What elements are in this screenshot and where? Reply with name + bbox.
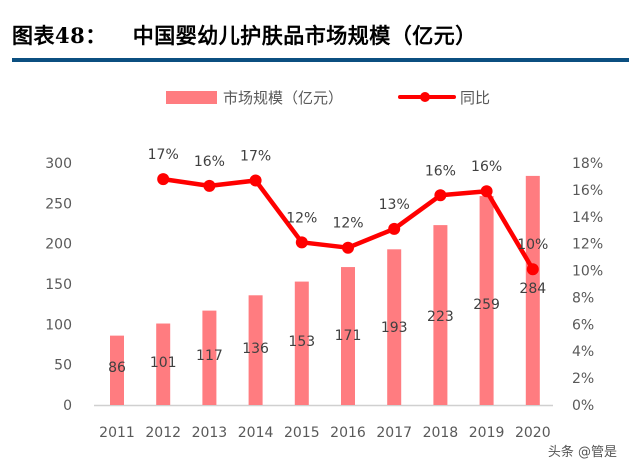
- legend-line-marker: [420, 92, 430, 102]
- line-data-label: 16%: [471, 159, 502, 175]
- bar-data-label: 171: [335, 328, 362, 344]
- line-marker: [434, 189, 447, 202]
- line-data-label: 17%: [240, 148, 271, 164]
- line-marker: [388, 222, 401, 235]
- line-marker: [526, 263, 539, 276]
- x-tick-label: 2020: [515, 425, 551, 441]
- bar-data-label: 153: [288, 334, 315, 350]
- watermark: 头条 @管是: [547, 445, 617, 460]
- y-axis-right: 0% 2% 4% 6% 8% 10% 12% 14% 16% 18%: [572, 156, 603, 414]
- y-left-tick-label: 250: [45, 196, 72, 212]
- bar-data-label: 136: [242, 341, 269, 357]
- y-left-tick-label: 100: [45, 317, 72, 333]
- bar: [294, 281, 309, 405]
- bar-data-label: 193: [381, 320, 408, 336]
- line-marker: [203, 179, 216, 192]
- line-marker: [157, 173, 170, 186]
- line-marker: [480, 185, 493, 198]
- y-right-tick-label: 0%: [572, 398, 594, 414]
- x-tick-label: 2016: [330, 425, 366, 441]
- bar-data-label: 284: [519, 281, 546, 297]
- bar: [479, 196, 494, 405]
- bar-data-label: 259: [473, 297, 500, 313]
- line-data-label: 12%: [332, 216, 363, 232]
- legend-bar-swatch: [166, 91, 217, 104]
- title-divider: [12, 58, 629, 62]
- figure-number: 图表48：: [12, 23, 107, 48]
- x-axis: 2011 2012 2013 2014 2015 2016 2017 2018 2019 2020: [99, 425, 550, 441]
- bar: [387, 249, 402, 405]
- x-tick-label: 2015: [284, 425, 320, 441]
- line-data-label: 10%: [517, 237, 548, 253]
- legend-line-label: 同比: [460, 89, 490, 107]
- x-tick-label: 2011: [99, 425, 135, 441]
- y-right-tick-label: 6%: [572, 317, 594, 333]
- chart-title: 中国婴幼儿护肤品市场规模（亿元）: [132, 23, 477, 48]
- bar-data-label: 101: [150, 355, 177, 371]
- y-axis-left: 0 50 100 150 200 250 300: [45, 156, 72, 414]
- y-right-tick-label: 14%: [572, 210, 603, 226]
- bar: [248, 295, 263, 405]
- x-tick-label: 2012: [145, 425, 181, 441]
- x-tick-label: 2019: [469, 425, 505, 441]
- y-left-tick-label: 150: [45, 277, 72, 293]
- line-data-label: 16%: [425, 163, 456, 179]
- bar: [525, 175, 540, 405]
- y-right-tick-label: 12%: [572, 237, 603, 253]
- line-data-label: 16%: [194, 154, 225, 170]
- line-data-label: 17%: [148, 147, 179, 163]
- bar-series: [110, 175, 540, 405]
- bar-data-label: 117: [196, 348, 223, 364]
- bar: [341, 267, 355, 405]
- line-marker: [342, 241, 354, 254]
- x-tick-label: 2017: [376, 425, 412, 441]
- line-data-label: 12%: [286, 210, 317, 226]
- line-data-labels: 17% 16% 17% 12% 12% 13% 16% 16% 10%: [148, 147, 549, 253]
- y-right-tick-label: 18%: [572, 156, 603, 172]
- bar-data-label: 86: [108, 360, 126, 376]
- y-left-tick-label: 200: [45, 237, 72, 253]
- bar: [110, 335, 124, 405]
- line-marker: [295, 236, 308, 249]
- legend-bar-label: 市场规模（亿元）: [223, 89, 343, 107]
- bar: [433, 225, 448, 405]
- bar-data-label: 223: [427, 309, 454, 325]
- line-series: [157, 173, 539, 276]
- y-right-tick-label: 8%: [572, 290, 594, 306]
- bar: [156, 323, 171, 405]
- y-right-tick-label: 10%: [572, 264, 603, 280]
- bar-data-labels: 86 101 117 136 153 171 193 223 259 284: [108, 281, 546, 376]
- line-data-label: 13%: [379, 197, 410, 213]
- line-marker: [249, 174, 262, 187]
- y-left-tick-label: 300: [45, 156, 72, 172]
- bar: [202, 310, 217, 405]
- y-left-tick-label: 50: [54, 358, 72, 374]
- legend: 市场规模（亿元） 同比: [166, 89, 490, 107]
- y-right-tick-label: 16%: [572, 183, 603, 199]
- figure-title: 图表48： 中国婴幼儿护肤品市场规模（亿元）: [12, 20, 477, 50]
- x-tick-label: 2014: [238, 425, 274, 441]
- y-right-tick-label: 4%: [572, 344, 594, 360]
- x-tick-label: 2013: [192, 425, 228, 441]
- y-right-tick-label: 2%: [572, 371, 594, 387]
- x-tick-label: 2018: [423, 425, 459, 441]
- y-left-tick-label: 0: [63, 398, 72, 414]
